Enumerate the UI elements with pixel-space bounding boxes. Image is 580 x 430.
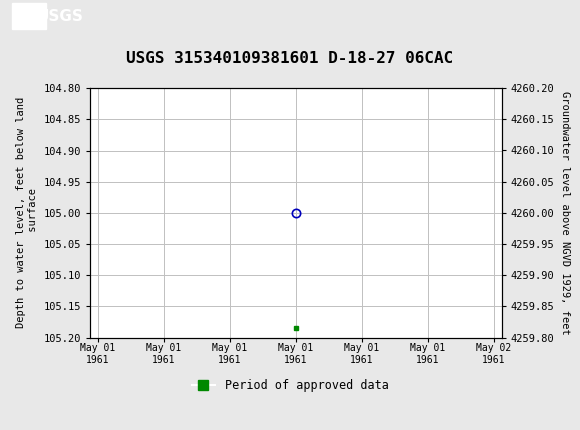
Text: ▩: ▩ (17, 6, 36, 26)
FancyBboxPatch shape (12, 3, 46, 29)
Text: USGS 315340109381601 D-18-27 06CAC: USGS 315340109381601 D-18-27 06CAC (126, 51, 454, 66)
Text: USGS: USGS (37, 9, 84, 24)
Y-axis label: Depth to water level, feet below land
 surface: Depth to water level, feet below land su… (16, 97, 38, 329)
Y-axis label: Groundwater level above NGVD 1929, feet: Groundwater level above NGVD 1929, feet (560, 91, 570, 335)
Legend: Period of approved data: Period of approved data (187, 375, 393, 397)
